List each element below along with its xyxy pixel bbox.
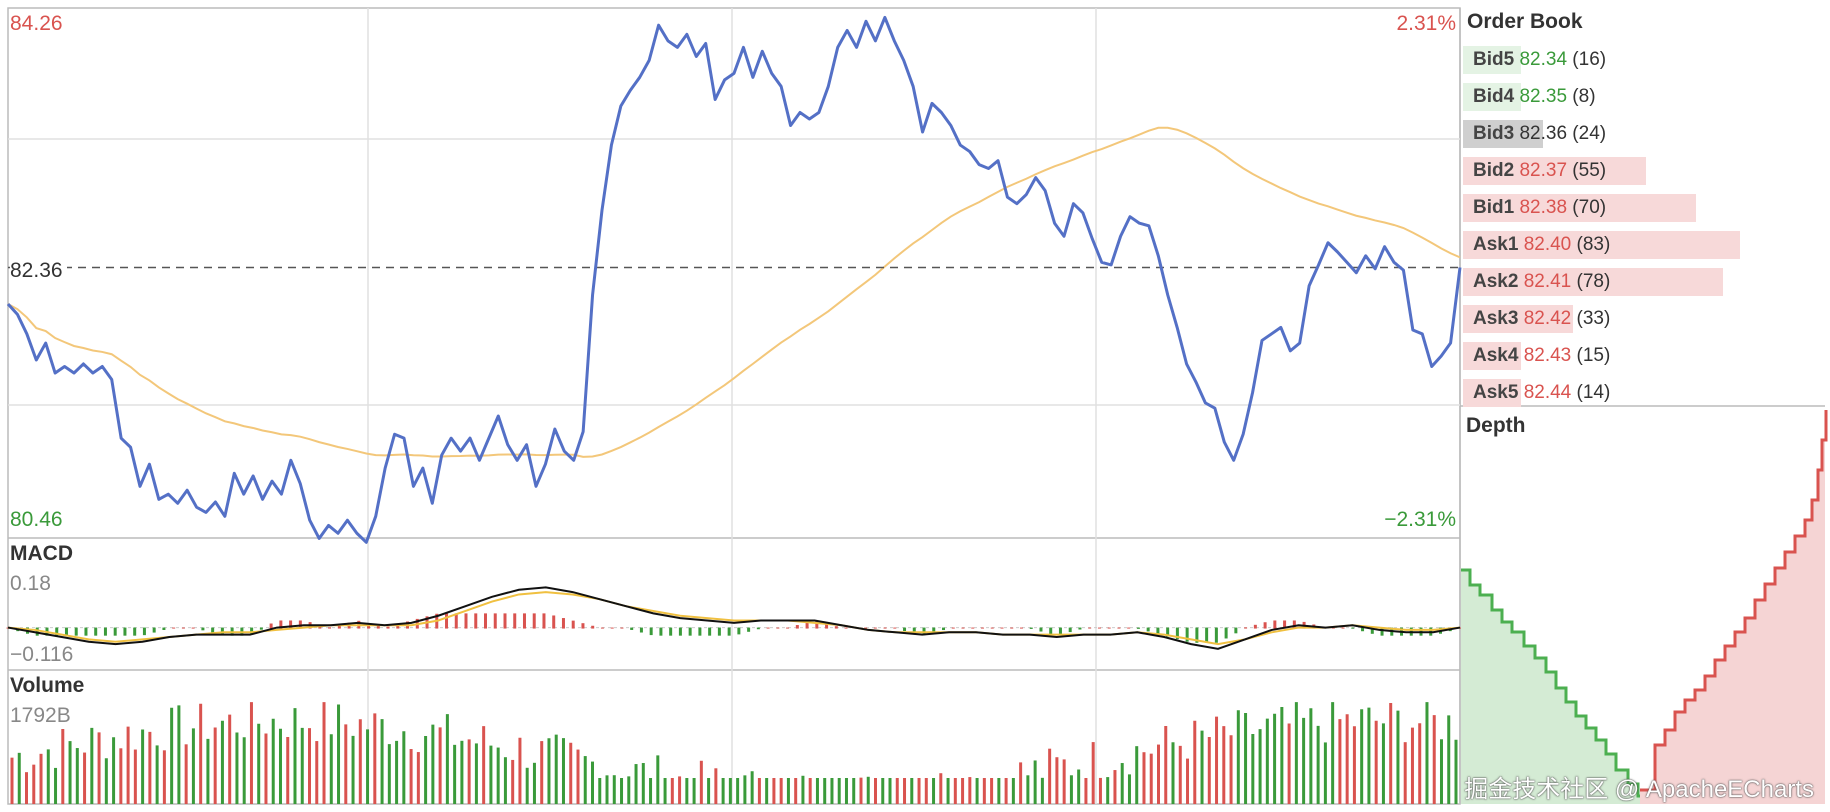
- price-low-label: 80.46: [10, 508, 63, 531]
- order-book-price: 82.44: [1518, 382, 1572, 403]
- order-book-row-text: Ask3 82.42 (33): [1473, 307, 1610, 331]
- order-book-row: Ask5 82.44 (14): [1463, 379, 1823, 407]
- order-book-qty: (33): [1571, 308, 1611, 329]
- order-book-title: Order Book: [1467, 10, 1583, 33]
- order-book-side: Bid5: [1473, 49, 1515, 70]
- order-book-side: Bid3: [1473, 123, 1515, 144]
- order-book-qty-bar: [1463, 46, 1521, 74]
- price-high-label: 84.26: [10, 12, 63, 35]
- depth-bid-area: [1461, 570, 1645, 804]
- price-line: [6, 15, 1462, 544]
- macd-title: MACD: [10, 542, 73, 565]
- order-book-row-text: Ask1 82.40 (83): [1473, 233, 1610, 257]
- order-book-panel: Order Book Bid5 82.34 (16) Bid4 82.35 (8)…: [1461, 8, 1830, 407]
- order-book-side: Bid1: [1473, 197, 1515, 218]
- depth-bid-line: [1461, 568, 1647, 804]
- order-book-qty: (14): [1571, 382, 1611, 403]
- depth-title: Depth: [1466, 414, 1526, 437]
- order-book-price: 82.43: [1518, 345, 1572, 366]
- depth-ask-line: [1640, 410, 1828, 792]
- order-book-side: Ask5: [1473, 382, 1519, 403]
- order-book-row-text: Bid1 82.38 (70): [1473, 196, 1606, 220]
- order-book-qty-bar: [1463, 157, 1646, 185]
- macd-max-label: 0.18: [10, 572, 51, 595]
- ma-line: [7, 126, 1461, 458]
- order-book-qty: (83): [1571, 234, 1611, 255]
- order-book-qty-bar: [1463, 342, 1521, 370]
- order-book-price: 82.34: [1514, 49, 1568, 70]
- order-book-qty: (15): [1571, 345, 1611, 366]
- order-book-row: Bid1 82.38 (70): [1463, 194, 1823, 222]
- order-book-qty: (78): [1571, 271, 1611, 292]
- order-book-row: Ask1 82.40 (83): [1463, 231, 1823, 259]
- order-book-qty: (16): [1567, 49, 1607, 70]
- order-book-qty: (24): [1567, 123, 1607, 144]
- order-book-row: Bid3 82.36 (24): [1463, 120, 1823, 148]
- order-book-side: Bid4: [1473, 86, 1515, 107]
- pct-high-label: 2.31%: [1396, 12, 1456, 35]
- macd-line: [7, 586, 1461, 650]
- depth-ask-area: [1640, 410, 1826, 804]
- order-book-side: Ask2: [1473, 271, 1519, 292]
- order-book-row: Ask2 82.41 (78): [1463, 268, 1823, 296]
- order-book-side: Ask1: [1473, 234, 1519, 255]
- macd-min-label: −0.116: [10, 643, 74, 666]
- order-book-price: 82.42: [1518, 308, 1572, 329]
- volume-title: Volume: [10, 674, 85, 697]
- order-book-row-text: Bid4 82.35 (8): [1473, 85, 1596, 109]
- order-book-qty-bar: [1463, 83, 1521, 111]
- order-book-qty: (70): [1567, 197, 1607, 218]
- order-book-row: Bid2 82.37 (55): [1463, 157, 1823, 185]
- order-book-row: Ask4 82.43 (15): [1463, 342, 1823, 370]
- order-book-qty-bar: [1463, 379, 1521, 407]
- order-book-qty-bar: [1463, 120, 1543, 148]
- order-book-row: Ask3 82.42 (33): [1463, 305, 1823, 333]
- order-book-row-text: Bid5 82.34 (16): [1473, 48, 1606, 72]
- order-book-price: 82.40: [1518, 234, 1572, 255]
- watermark: 掘金技术社区 @ ApacheECharts: [1464, 776, 1814, 803]
- order-book-row: Bid5 82.34 (16): [1463, 46, 1823, 74]
- order-book-qty-bar: [1463, 305, 1573, 333]
- current-price-label: 82.36: [10, 259, 67, 283]
- order-book-qty: (55): [1567, 160, 1607, 181]
- order-book-qty: (8): [1567, 86, 1596, 107]
- order-book-qty-bar: [1463, 231, 1740, 259]
- order-book-price: 82.35: [1514, 86, 1568, 107]
- order-book-price: 82.36: [1514, 123, 1568, 144]
- order-book-row-text: Ask4 82.43 (15): [1473, 344, 1610, 368]
- volume-max-label: 1792B: [10, 704, 71, 727]
- order-book-row-text: Bid2 82.37 (55): [1473, 159, 1606, 183]
- order-book-qty-bar: [1463, 268, 1723, 296]
- order-book-side: Ask3: [1473, 308, 1519, 329]
- order-book-row: Bid4 82.35 (8): [1463, 83, 1823, 111]
- order-book-price: 82.38: [1514, 197, 1568, 218]
- order-book-side: Bid2: [1473, 160, 1515, 181]
- order-book-price: 82.41: [1518, 271, 1572, 292]
- order-book-price: 82.37: [1514, 160, 1568, 181]
- order-book-row-text: Ask5 82.44 (14): [1473, 381, 1610, 405]
- order-book-row-text: Ask2 82.41 (78): [1473, 270, 1610, 294]
- order-book-qty-bar: [1463, 194, 1696, 222]
- macd-signal-line: [7, 591, 1461, 646]
- order-book-row-text: Bid3 82.36 (24): [1473, 122, 1606, 146]
- order-book-side: Ask4: [1473, 345, 1519, 366]
- chart-frame: [7, 7, 1461, 805]
- pct-low-label: −2.31%: [1384, 508, 1456, 531]
